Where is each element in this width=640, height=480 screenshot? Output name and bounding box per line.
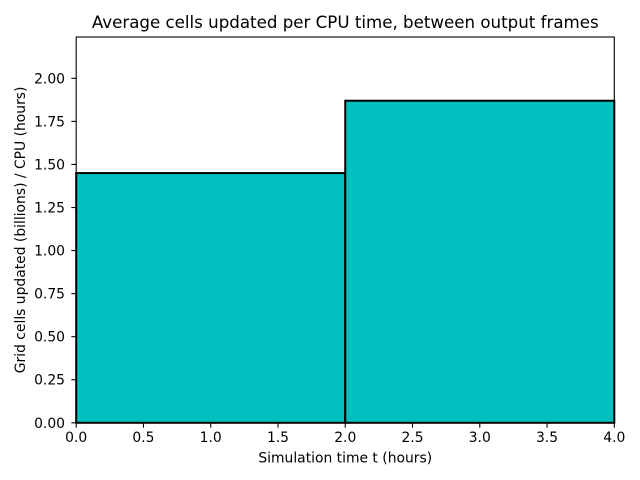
x-axis-label: Simulation time t (hours) — [258, 451, 432, 467]
y-tick-label-5: 1.25 — [34, 201, 65, 217]
x-tick-label-8: 4.0 — [603, 430, 625, 446]
x-tick-label-7: 3.5 — [536, 430, 558, 446]
y-tick-label-2: 0.50 — [34, 330, 65, 346]
y-tick-label-0: 0.00 — [34, 416, 65, 432]
x-tick-label-1: 0.5 — [132, 430, 154, 446]
tick-labels-layer: 0.0 0.5 1.0 1.5 2.0 2.5 3.0 3.5 4.0 0.00 0.25 0.50 0… — [34, 71, 625, 446]
axes-frame — [75, 36, 615, 424]
x-tick-label-6: 3.0 — [469, 430, 491, 446]
chart-title: Average cells updated per CPU time, betw… — [92, 13, 599, 32]
x-tick-label-2: 1.0 — [200, 430, 222, 446]
y-tick-label-3: 0.75 — [34, 287, 65, 303]
x-tick-label-4: 2.0 — [334, 430, 356, 446]
y-tick-label-1: 0.25 — [34, 373, 65, 389]
x-tick-label-3: 1.5 — [267, 430, 289, 446]
axes-frame-layer — [75, 36, 615, 424]
y-tick-label-7: 1.75 — [34, 114, 65, 130]
x-tick-label-5: 2.5 — [401, 430, 423, 446]
bar-0 — [75, 172, 347, 424]
y-tick-label-8: 2.00 — [34, 71, 65, 87]
y-tick-label-6: 1.50 — [34, 157, 65, 173]
bar-1 — [344, 99, 616, 424]
x-tick-label-0: 0.0 — [65, 430, 87, 446]
y-tick-label-4: 1.00 — [34, 244, 65, 260]
ticks-layer — [71, 77, 615, 428]
y-axis-label: Grid cells updated (billions) / CPU (hou… — [13, 87, 29, 374]
bars-layer — [75, 99, 616, 424]
